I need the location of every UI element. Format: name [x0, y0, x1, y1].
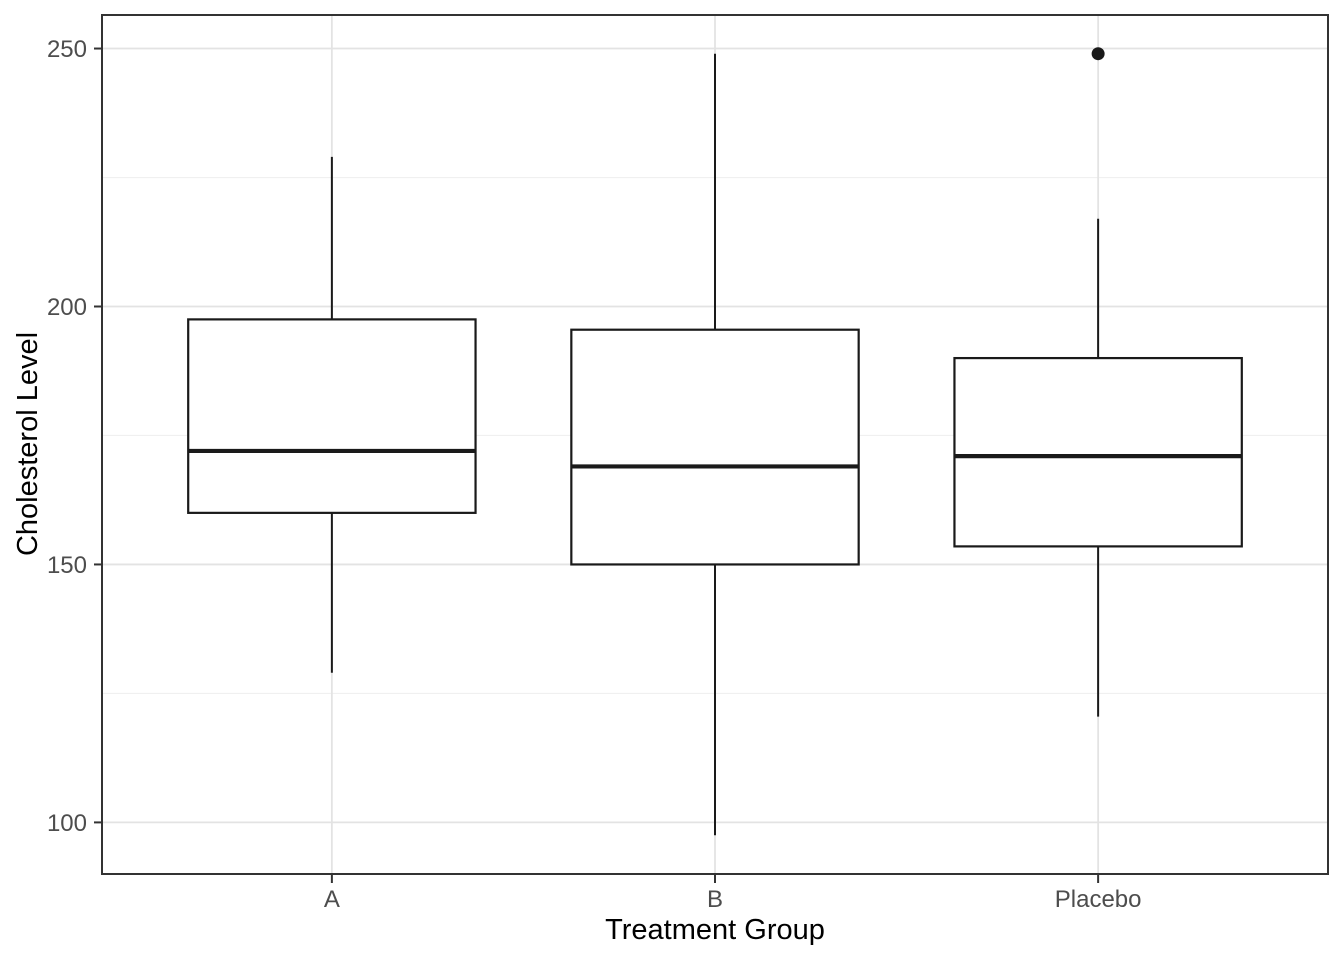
y-tick-label-200: 200 [47, 294, 87, 321]
x-axis-title: Treatment Group [605, 914, 825, 946]
iqr-box-B [570, 328, 860, 566]
y-tick-label-100: 100 [47, 810, 87, 837]
x-tick-label-A: A [324, 886, 340, 913]
y-tick-label-150: 150 [47, 552, 87, 579]
x-tick-label-Placebo: Placebo [1055, 886, 1142, 913]
iqr-box-A [187, 318, 477, 514]
plot-panel: 100 150 200 250 A B Placebo [47, 14, 1329, 913]
outlier-point-Placebo-0 [1091, 47, 1105, 61]
iqr-box-Placebo [953, 356, 1243, 548]
y-tick-label-250: 250 [47, 36, 87, 63]
y-axis-title: Cholesterol Level [12, 332, 44, 556]
x-tick-label-B: B [707, 886, 723, 913]
panel-border [101, 14, 1329, 875]
